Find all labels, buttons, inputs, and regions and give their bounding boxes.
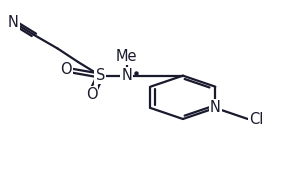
Text: Cl: Cl <box>249 112 264 126</box>
Text: S: S <box>96 68 105 83</box>
Text: O: O <box>86 87 97 102</box>
Text: O: O <box>60 62 72 77</box>
Text: N: N <box>8 15 19 30</box>
Text: N: N <box>210 100 221 115</box>
Text: Me: Me <box>116 49 137 64</box>
Text: N: N <box>122 68 132 83</box>
